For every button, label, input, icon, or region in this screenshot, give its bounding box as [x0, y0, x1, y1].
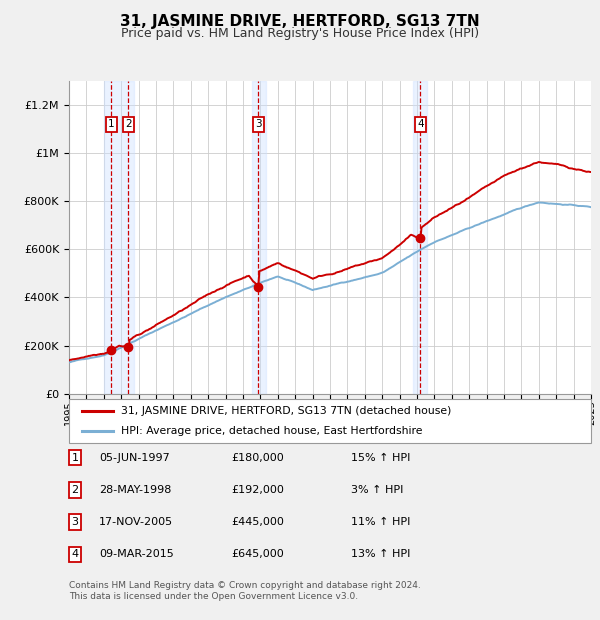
Text: 05-JUN-1997: 05-JUN-1997	[99, 453, 170, 463]
Text: 4: 4	[71, 549, 79, 559]
Text: £445,000: £445,000	[231, 517, 284, 527]
Text: 15% ↑ HPI: 15% ↑ HPI	[351, 453, 410, 463]
Text: 3% ↑ HPI: 3% ↑ HPI	[351, 485, 403, 495]
Text: £180,000: £180,000	[231, 453, 284, 463]
Text: 1: 1	[71, 453, 79, 463]
Text: Price paid vs. HM Land Registry's House Price Index (HPI): Price paid vs. HM Land Registry's House …	[121, 27, 479, 40]
Bar	[251, 81, 266, 394]
Text: 31, JASMINE DRIVE, HERTFORD, SG13 7TN (detached house): 31, JASMINE DRIVE, HERTFORD, SG13 7TN (d…	[121, 405, 452, 416]
Text: HPI: Average price, detached house, East Hertfordshire: HPI: Average price, detached house, East…	[121, 426, 422, 436]
Text: 11% ↑ HPI: 11% ↑ HPI	[351, 517, 410, 527]
Text: £645,000: £645,000	[231, 549, 284, 559]
Text: 4: 4	[417, 120, 424, 130]
Bar	[104, 81, 134, 394]
Text: 1: 1	[108, 120, 115, 130]
Text: 31, JASMINE DRIVE, HERTFORD, SG13 7TN: 31, JASMINE DRIVE, HERTFORD, SG13 7TN	[120, 14, 480, 29]
Text: 3: 3	[255, 120, 262, 130]
Text: 28-MAY-1998: 28-MAY-1998	[99, 485, 172, 495]
Text: 2: 2	[125, 120, 131, 130]
Text: 17-NOV-2005: 17-NOV-2005	[99, 517, 173, 527]
Bar	[413, 81, 427, 394]
Text: 13% ↑ HPI: 13% ↑ HPI	[351, 549, 410, 559]
Text: Contains HM Land Registry data © Crown copyright and database right 2024.: Contains HM Land Registry data © Crown c…	[69, 581, 421, 590]
Text: £192,000: £192,000	[231, 485, 284, 495]
Text: This data is licensed under the Open Government Licence v3.0.: This data is licensed under the Open Gov…	[69, 592, 358, 601]
Text: 3: 3	[71, 517, 79, 527]
Text: 2: 2	[71, 485, 79, 495]
Text: 09-MAR-2015: 09-MAR-2015	[99, 549, 174, 559]
